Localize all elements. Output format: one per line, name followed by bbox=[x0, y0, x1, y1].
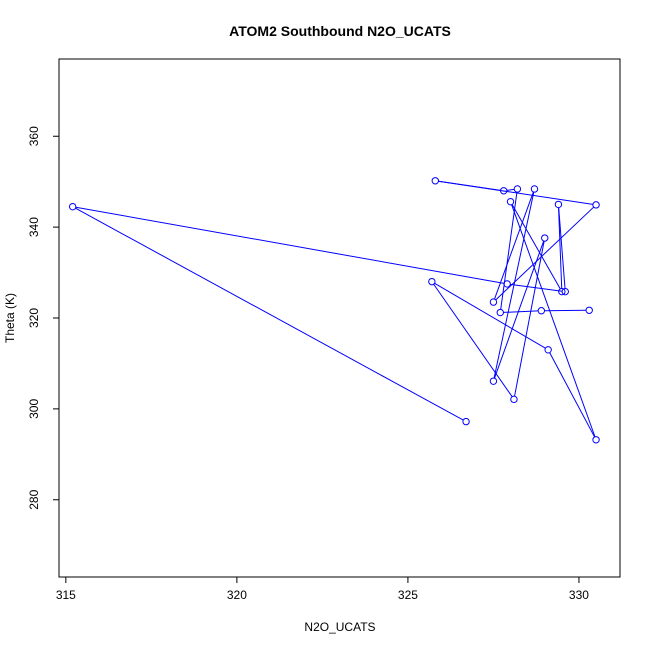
series-segment bbox=[494, 191, 534, 300]
series-segment bbox=[511, 204, 561, 290]
chart-title: ATOM2 Southbound N2O_UCATS bbox=[229, 23, 451, 39]
series-segment bbox=[503, 310, 539, 313]
series-segment bbox=[558, 207, 563, 289]
data-point bbox=[496, 308, 504, 317]
series-segment bbox=[495, 206, 595, 301]
x-tick-label: 325 bbox=[398, 588, 418, 602]
data-point bbox=[503, 280, 511, 288]
y-axis-label: Theta (K) bbox=[3, 293, 17, 343]
series-segment bbox=[510, 283, 563, 292]
data-point bbox=[506, 197, 515, 206]
data-series bbox=[68, 177, 600, 444]
data-point bbox=[592, 201, 600, 209]
series-segment bbox=[493, 191, 535, 379]
data-point bbox=[537, 307, 546, 315]
x-axis-label: N2O_UCATS bbox=[304, 620, 375, 634]
data-point bbox=[544, 346, 552, 354]
data-point bbox=[530, 185, 539, 193]
data-point bbox=[558, 287, 566, 296]
y-tick-label: 280 bbox=[27, 489, 41, 509]
x-tick-label: 315 bbox=[56, 588, 76, 602]
series-segment bbox=[558, 207, 566, 289]
series-segment bbox=[434, 282, 546, 349]
y-tick-label: 300 bbox=[27, 399, 41, 419]
data-point bbox=[431, 177, 439, 185]
data-point bbox=[541, 234, 549, 242]
series-segment bbox=[511, 204, 596, 437]
y-tick-label: 320 bbox=[27, 308, 41, 328]
plot-frame bbox=[58, 58, 621, 578]
data-point bbox=[489, 377, 498, 385]
data-point bbox=[585, 306, 593, 314]
y-axis: 280 300 320 340 360 bbox=[27, 126, 59, 510]
data-point bbox=[561, 287, 569, 296]
series-segment bbox=[506, 188, 515, 191]
data-point bbox=[462, 417, 470, 426]
data-point bbox=[428, 277, 436, 286]
series-segment bbox=[75, 207, 464, 421]
data-point bbox=[489, 298, 498, 306]
x-tick-label: 330 bbox=[569, 588, 589, 602]
data-point bbox=[513, 185, 522, 193]
data-point bbox=[68, 202, 77, 211]
data-point bbox=[499, 187, 508, 195]
y-tick-label: 340 bbox=[27, 217, 41, 237]
y-tick-label: 360 bbox=[27, 126, 41, 146]
series-segment bbox=[494, 240, 545, 379]
data-point bbox=[554, 200, 563, 209]
series-segment bbox=[549, 352, 595, 438]
series-segment bbox=[514, 241, 545, 397]
series-segment bbox=[75, 206, 505, 284]
series-segment bbox=[500, 192, 518, 310]
series-segment bbox=[438, 180, 501, 191]
x-axis: 315 320 325 330 bbox=[56, 577, 589, 602]
data-point bbox=[510, 395, 518, 404]
data-point bbox=[592, 436, 600, 444]
series-segment bbox=[433, 283, 513, 397]
x-tick-label: 320 bbox=[227, 588, 247, 602]
